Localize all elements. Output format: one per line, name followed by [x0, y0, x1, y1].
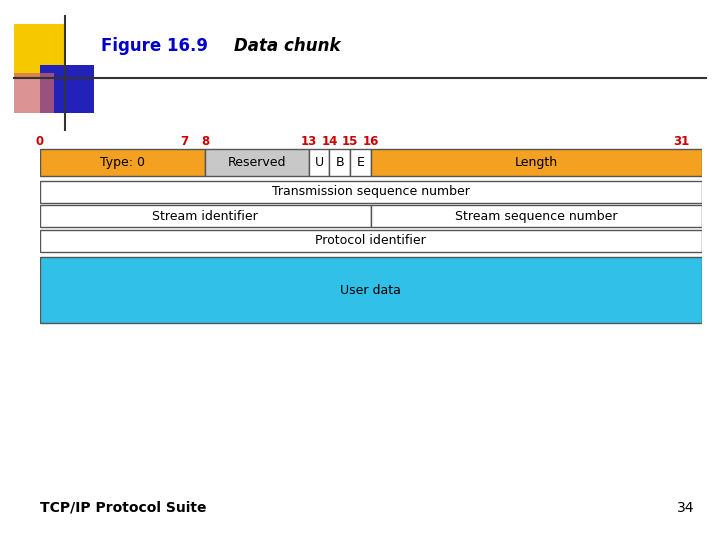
- Text: 7: 7: [181, 135, 189, 148]
- Bar: [371, 149, 702, 176]
- Text: Reserved: Reserved: [228, 156, 287, 169]
- Text: Stream sequence number: Stream sequence number: [455, 210, 618, 223]
- Bar: [350, 149, 371, 176]
- Text: 16: 16: [363, 135, 379, 148]
- Text: Figure 16.9: Figure 16.9: [101, 37, 208, 55]
- Text: Protocol identifier: Protocol identifier: [315, 234, 426, 247]
- Bar: [371, 205, 702, 227]
- Text: 14: 14: [321, 135, 338, 148]
- Bar: [40, 205, 371, 227]
- Bar: [40, 181, 702, 203]
- Text: 34: 34: [678, 501, 695, 515]
- Text: Length: Length: [515, 156, 558, 169]
- Text: Stream identifier: Stream identifier: [153, 210, 258, 223]
- Bar: [40, 257, 702, 323]
- Text: 13: 13: [300, 135, 317, 148]
- Bar: [330, 149, 350, 176]
- Text: 8: 8: [201, 135, 210, 148]
- Text: 15: 15: [342, 135, 359, 148]
- Text: 0: 0: [35, 135, 44, 148]
- Text: User data: User data: [341, 284, 401, 296]
- Text: U: U: [315, 156, 323, 169]
- Text: Transmission sequence number: Transmission sequence number: [272, 185, 469, 198]
- Bar: [40, 230, 702, 252]
- Text: Data chunk: Data chunk: [234, 37, 341, 55]
- Text: 31: 31: [673, 135, 690, 148]
- Bar: [40, 149, 205, 176]
- Bar: [205, 149, 309, 176]
- Text: TCP/IP Protocol Suite: TCP/IP Protocol Suite: [40, 501, 206, 515]
- Text: B: B: [336, 156, 344, 169]
- Text: Type: 0: Type: 0: [100, 156, 145, 169]
- Text: E: E: [356, 156, 364, 169]
- Bar: [309, 149, 329, 176]
